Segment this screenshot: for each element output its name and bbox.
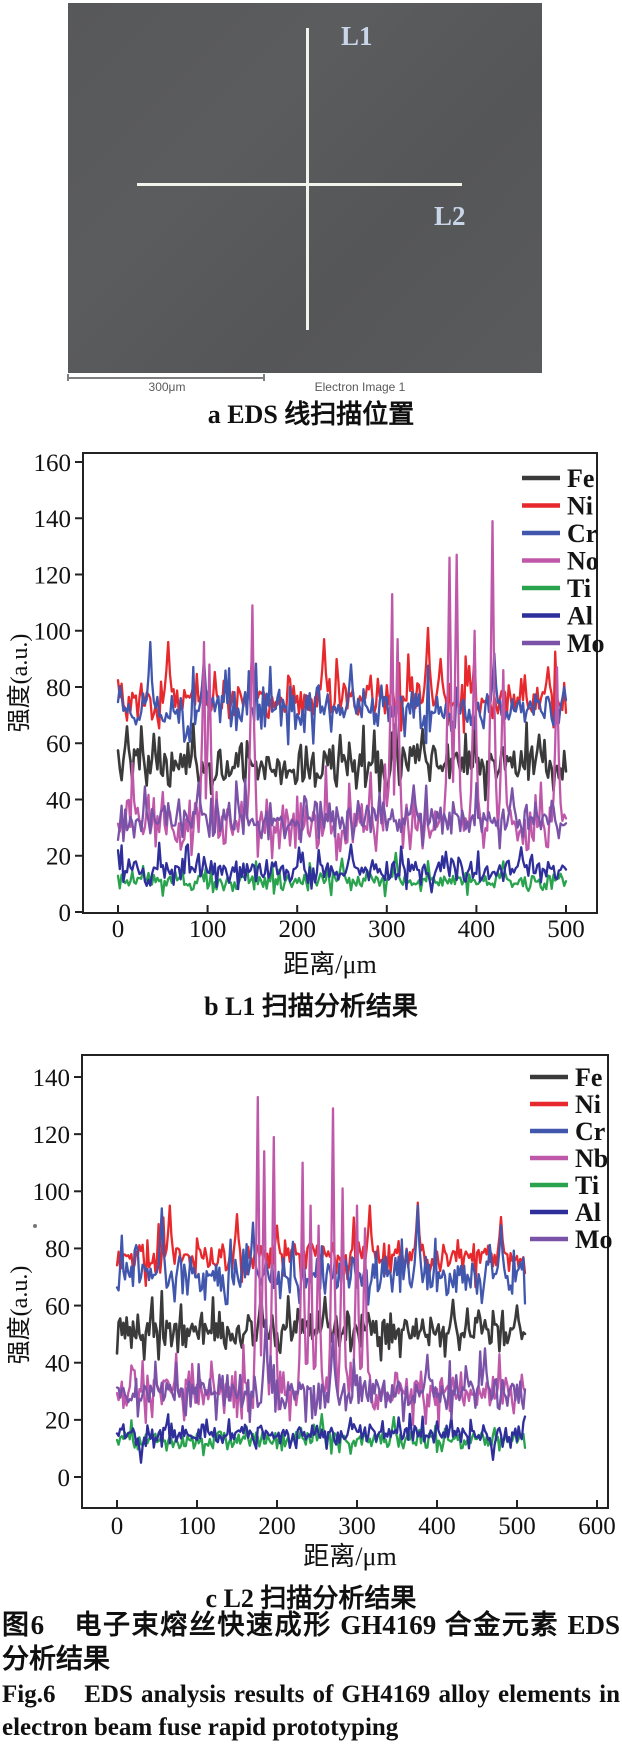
legend-label-Fe: Fe [567,464,594,493]
l1-label: L1 [341,21,373,51]
panel-b-caption: b L1 扫描分析结果 [204,992,418,1021]
y-tick-label: 20 [46,844,71,871]
legend-label-Cr: Cr [575,1117,605,1146]
x-tick-label: 300 [338,1513,376,1540]
series-line-Ti [115,1412,527,1457]
legend-label-Mo: Mo [575,1225,613,1254]
series-line-Mo [116,778,568,850]
x-tick-label: 100 [178,1513,216,1540]
legend-label-Ti: Ti [575,1171,599,1200]
stray-mark [33,1224,37,1228]
chart-l1: 0 20 40 60 80 100 120 140 160 0 100 200 300 400 500 距离/… [6,450,605,979]
legend-label-Ti: Ti [567,574,591,603]
x-tick-label: 500 [498,1513,536,1540]
scale-bar-label: 300μm [148,380,186,394]
y-tick-label: 160 [34,450,72,477]
x-axis-label: 距离/μm [303,1542,396,1571]
x-axis-label: 距离/μm [283,950,376,979]
x-tick-label: 0 [111,1513,124,1540]
legend-label-Cr: Cr [567,519,597,548]
legend-label-Ni: Ni [567,492,593,521]
x-tick-label: 200 [258,1513,296,1540]
series-line-Fe [116,721,568,802]
y-tick-label: 140 [33,1065,71,1092]
series-line-Nb [115,1095,527,1429]
sem-footer: 300μm Electron Image 1 [0,373,622,397]
y-tick-label: 80 [46,675,71,702]
series-line-Ti [116,851,568,898]
legend-label-No: No [567,547,599,576]
legend-label-Al: Al [567,602,593,631]
series-line-Al [116,841,568,894]
x-tick-label: 200 [278,916,316,943]
figure-caption-zh: 图6 电子束熔丝快速成形 GH4169 合金元素 EDS 分析结果 [2,1610,620,1674]
x-tick-label: 500 [547,916,585,943]
y-tick-label: 140 [34,506,72,533]
series-line-Cr [115,1204,527,1306]
x-tick-label: 100 [189,916,227,943]
y-tick-label: 60 [45,1293,70,1320]
y-tick-label: 100 [34,619,72,646]
y-axis-label: 强度(a.u.) [6,1266,33,1365]
y-tick-label: 20 [45,1408,70,1435]
sem-image: L1 L2 [68,3,542,373]
legend-label-Al: Al [575,1198,601,1227]
legend-label-Mo: Mo [567,629,605,658]
panel-a-caption: a EDS 线扫描位置 [207,400,415,429]
plot-frame [81,1054,609,1509]
legend-label-Nb: Nb [575,1144,608,1173]
x-tick-label: 0 [112,916,125,943]
y-tick-label: 120 [34,562,72,589]
scan-line-l1 [306,28,309,330]
y-tick-label: 60 [46,731,71,758]
x-tick-label: 400 [418,1513,456,1540]
y-tick-label: 0 [59,900,72,927]
scan-line-l2 [137,183,462,186]
series-line-No [116,519,568,862]
y-tick-label: 40 [45,1350,70,1377]
y-tick-label: 120 [33,1122,71,1149]
y-tick-label: 40 [46,787,71,814]
y-tick-label: 80 [45,1236,70,1263]
y-tick-label: 0 [58,1465,71,1492]
chart-l2: 0 20 40 60 80 100 120 140 0 100 200 300 400 500 600 距离/… [6,1054,616,1571]
plot-area [115,1095,527,1464]
scale-bar [67,374,265,381]
x-tick-label: 400 [458,916,496,943]
y-tick-label: 100 [33,1179,71,1206]
x-tick-label: 300 [368,916,406,943]
plot-area [116,519,568,898]
l2-label: L2 [434,201,466,231]
panel-c-caption: c L2 扫描分析结果 [205,1584,417,1613]
series-line-Al [115,1412,527,1464]
detector-label: Electron Image 1 [314,380,406,394]
legend-label-Ni: Ni [575,1090,601,1119]
y-axis-label: 强度(a.u.) [6,634,33,733]
plot-frame [82,452,598,914]
figure-caption-en: Fig.6 EDS analysis results of GH4169 all… [2,1681,620,1741]
legend-label-Fe: Fe [575,1063,602,1092]
series-line-Ni [116,626,568,734]
series-line-Mo [115,1318,527,1424]
x-tick-label: 600 [578,1513,616,1540]
